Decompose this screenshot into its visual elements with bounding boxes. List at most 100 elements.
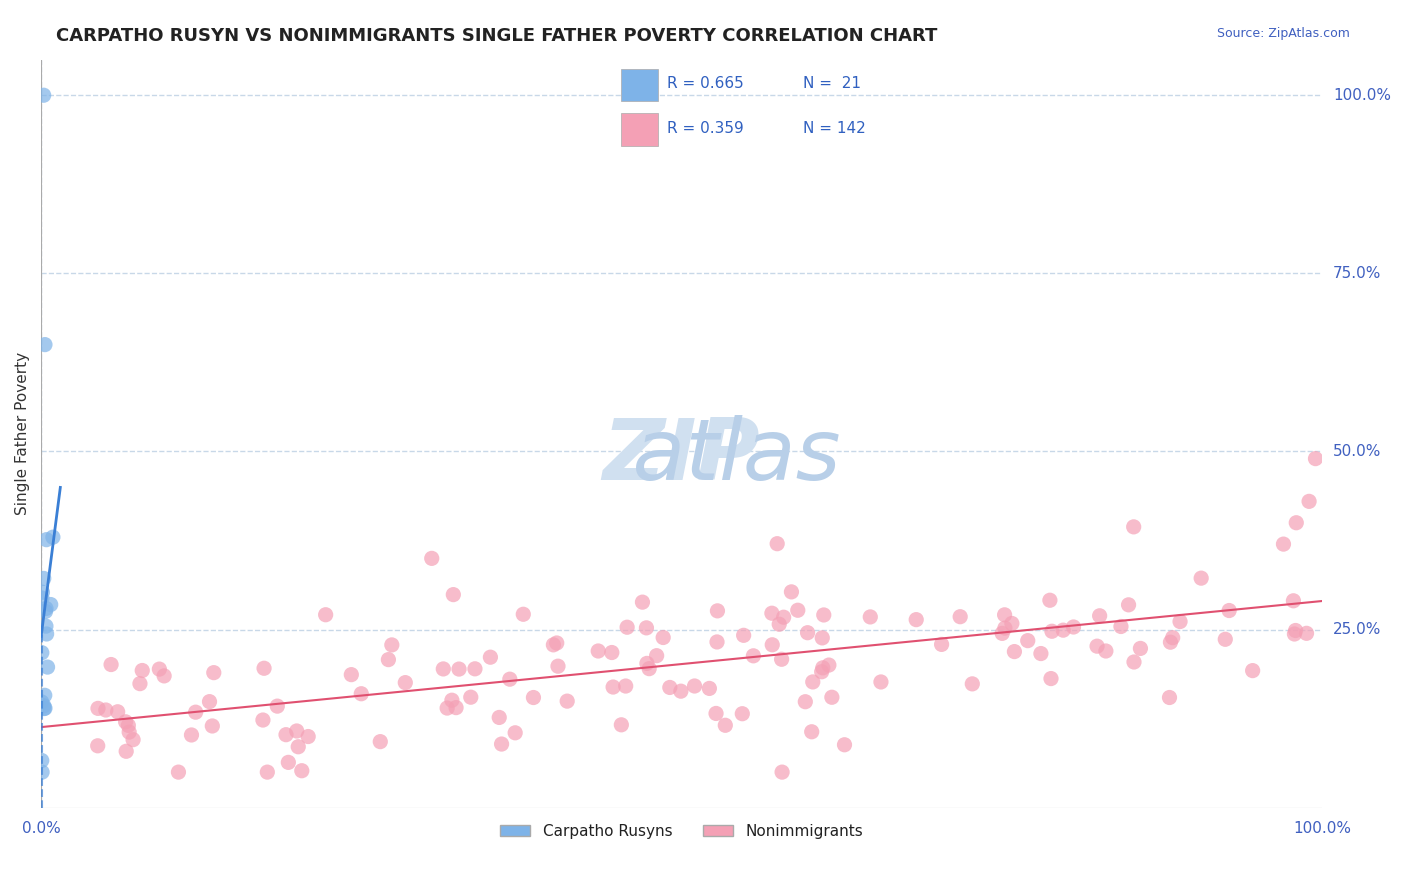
- Point: [772, 610, 794, 624]
- Point: [699, 681, 721, 696]
- Point: [1122, 520, 1144, 534]
- Point: [834, 738, 856, 752]
- Point: [636, 657, 658, 671]
- Point: [645, 648, 668, 663]
- Point: [1095, 644, 1118, 658]
- Point: [184, 705, 207, 719]
- Point: [586, 644, 609, 658]
- Point: [381, 638, 404, 652]
- Point: [1285, 516, 1308, 530]
- Point: [669, 684, 692, 698]
- Point: [1129, 641, 1152, 656]
- Point: [202, 665, 225, 680]
- Point: [768, 617, 790, 632]
- Point: [503, 726, 526, 740]
- Point: [1161, 631, 1184, 645]
- Point: [42, 530, 65, 544]
- Point: [658, 681, 681, 695]
- Point: [1085, 639, 1108, 653]
- Text: R = 0.665: R = 0.665: [668, 76, 744, 91]
- Point: [266, 699, 288, 714]
- Point: [153, 669, 176, 683]
- Point: [32, 698, 55, 713]
- FancyBboxPatch shape: [621, 69, 658, 101]
- Point: [35, 619, 58, 633]
- Point: [340, 667, 363, 681]
- Point: [810, 665, 832, 679]
- Point: [706, 635, 728, 649]
- Point: [180, 728, 202, 742]
- Point: [148, 662, 170, 676]
- Point: [31, 646, 53, 660]
- Text: Source: ZipAtlas.com: Source: ZipAtlas.com: [1216, 27, 1350, 40]
- Point: [287, 739, 309, 754]
- Point: [962, 677, 984, 691]
- FancyBboxPatch shape: [621, 113, 658, 145]
- Point: [444, 700, 467, 714]
- Point: [34, 337, 56, 351]
- Point: [94, 703, 117, 717]
- Point: [285, 723, 308, 738]
- Point: [742, 648, 765, 663]
- Point: [315, 607, 337, 622]
- Point: [436, 701, 458, 715]
- Text: N =  21: N = 21: [803, 76, 862, 91]
- Point: [34, 604, 56, 618]
- Point: [991, 626, 1014, 640]
- Point: [122, 732, 145, 747]
- Point: [1040, 624, 1063, 639]
- Point: [394, 675, 416, 690]
- Point: [818, 658, 841, 673]
- Point: [32, 701, 55, 715]
- Point: [786, 603, 808, 617]
- Point: [114, 714, 136, 729]
- Point: [118, 725, 141, 739]
- Point: [35, 627, 58, 641]
- Point: [441, 588, 464, 602]
- Point: [905, 613, 928, 627]
- Point: [34, 701, 56, 715]
- Point: [447, 662, 470, 676]
- Point: [638, 662, 661, 676]
- Text: 50.0%: 50.0%: [1333, 444, 1381, 459]
- Point: [1213, 632, 1236, 647]
- Point: [780, 585, 803, 599]
- Point: [1305, 451, 1327, 466]
- Point: [491, 737, 513, 751]
- Point: [547, 659, 569, 673]
- Point: [770, 765, 793, 780]
- Point: [1118, 598, 1140, 612]
- Point: [32, 88, 55, 103]
- Point: [377, 652, 399, 666]
- Point: [432, 662, 454, 676]
- Point: [440, 693, 463, 707]
- Point: [811, 631, 834, 645]
- Point: [994, 621, 1017, 635]
- Point: [1039, 593, 1062, 607]
- Point: [1001, 616, 1024, 631]
- Point: [87, 701, 110, 715]
- Point: [522, 690, 544, 705]
- Point: [859, 610, 882, 624]
- Point: [35, 533, 58, 547]
- Point: [479, 650, 502, 665]
- Point: [31, 765, 53, 780]
- Point: [546, 636, 568, 650]
- Point: [350, 687, 373, 701]
- Point: [253, 661, 276, 675]
- Point: [115, 744, 138, 758]
- Point: [652, 631, 675, 645]
- Point: [733, 628, 755, 642]
- Point: [543, 638, 565, 652]
- Point: [32, 571, 55, 585]
- Point: [256, 765, 278, 780]
- Point: [1002, 644, 1025, 658]
- Text: ZIP: ZIP: [603, 415, 761, 498]
- Point: [131, 664, 153, 678]
- Point: [600, 646, 623, 660]
- Point: [100, 657, 122, 672]
- Point: [129, 676, 152, 690]
- Text: CARPATHO RUSYN VS NONIMMIGRANTS SINGLE FATHER POVERTY CORRELATION CHART: CARPATHO RUSYN VS NONIMMIGRANTS SINGLE F…: [56, 27, 938, 45]
- Point: [35, 601, 58, 615]
- Point: [86, 739, 108, 753]
